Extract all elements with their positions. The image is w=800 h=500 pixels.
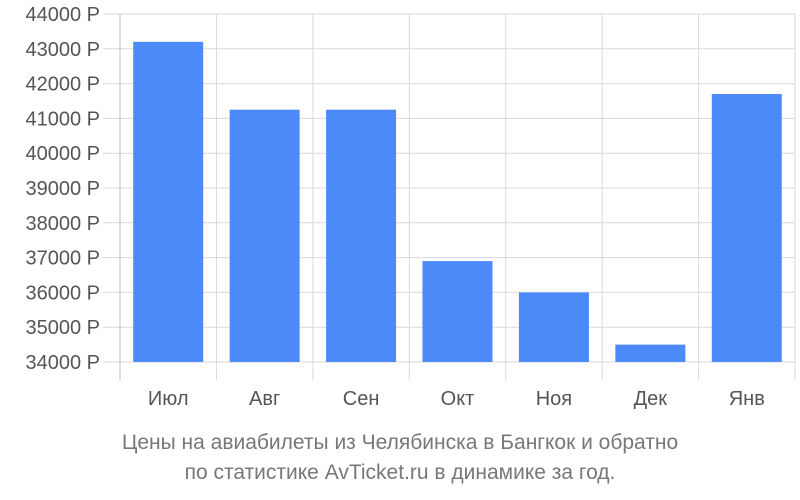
x-category-label: Янв <box>729 388 765 410</box>
x-category-label: Сен <box>343 388 380 410</box>
x-category-label: Авг <box>249 388 280 410</box>
y-tick-label: 43000 Р <box>25 39 100 61</box>
y-tick-label: 34000 Р <box>25 352 100 374</box>
bar-3 <box>326 109 397 362</box>
x-category-label: Июл <box>148 388 189 410</box>
y-tick-label: 42000 Р <box>25 74 100 96</box>
bar-1 <box>133 41 204 363</box>
x-category-label: Ноя <box>536 388 572 410</box>
bar-5 <box>518 292 589 362</box>
bar-4 <box>422 261 493 362</box>
bar-chart: 34000 Р 35000 Р 36000 Р 37000 Р 38000 Р 39000… <box>25 4 796 410</box>
y-tick-label: 39000 Р <box>25 178 100 200</box>
bar-7 <box>711 94 782 362</box>
y-tick-label: 37000 Р <box>25 248 100 270</box>
y-tick-label: 44000 Р <box>25 4 100 26</box>
y-tick-label: 40000 Р <box>25 143 100 165</box>
chart-area: 34000 Р 35000 Р 36000 Р 37000 Р 38000 Р 39000… <box>25 4 796 410</box>
chart-caption: Цены на авиабилеты из Челябинска в Бангк… <box>0 428 800 488</box>
x-category-label: Окт <box>441 388 475 410</box>
bar-6 <box>615 344 686 362</box>
x-category-label: Дек <box>634 388 668 410</box>
caption-line-2: по статистике AvTicket.ru в динамике за … <box>184 461 616 484</box>
y-tick-label: 36000 Р <box>25 282 100 304</box>
caption-line-1: Цены на авиабилеты из Челябинска в Бангк… <box>121 431 679 454</box>
bar-2 <box>229 109 300 362</box>
y-tick-label: 41000 Р <box>25 108 100 130</box>
y-tick-label: 38000 Р <box>25 213 100 235</box>
y-tick-label: 35000 Р <box>25 317 100 339</box>
